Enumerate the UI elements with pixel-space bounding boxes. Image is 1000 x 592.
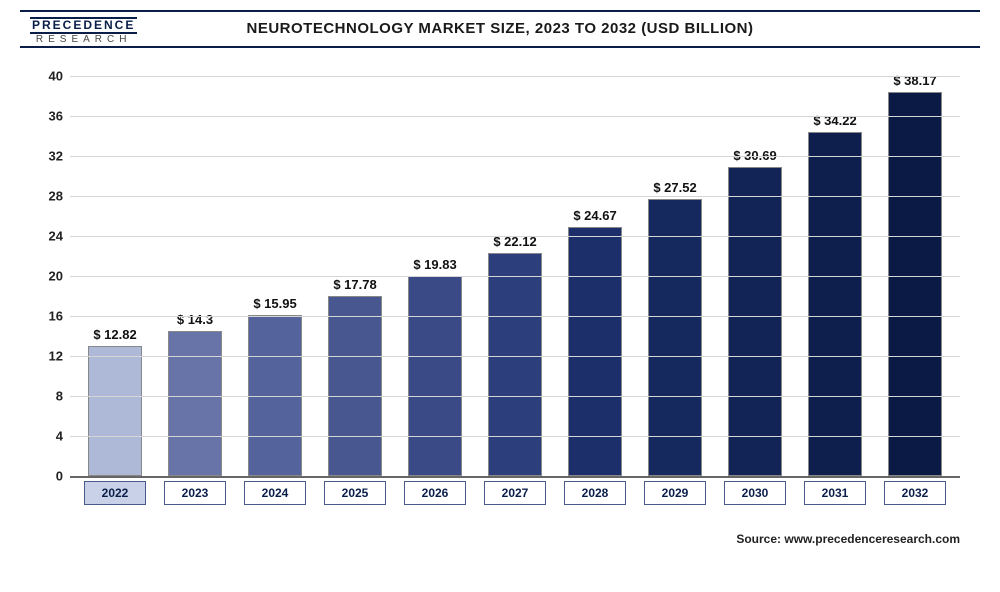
bar-value-label: $ 15.95 [253, 296, 296, 311]
grid-line [70, 76, 960, 77]
x-tick: 2023 [155, 481, 235, 505]
x-tick: 2022 [75, 481, 155, 505]
bar [168, 331, 222, 476]
bar-value-label: $ 24.67 [573, 208, 616, 223]
y-axis-tick: 36 [35, 109, 63, 124]
title-bar: PRECEDENCE RESEARCH NEUROTECHNOLOGY MARK… [20, 10, 980, 48]
logo-line-2: RESEARCH [30, 34, 137, 45]
x-tick-label: 2031 [804, 481, 866, 505]
bar-value-label: $ 27.52 [653, 180, 696, 195]
x-tick-label: 2029 [644, 481, 706, 505]
bar-value-label: $ 12.82 [93, 327, 136, 342]
x-tick-label: 2030 [724, 481, 786, 505]
bar-value-label: $ 14.3 [177, 312, 213, 327]
x-tick: 2027 [475, 481, 555, 505]
x-tick-label: 2032 [884, 481, 946, 505]
x-tick-label: 2026 [404, 481, 466, 505]
x-tick-label: 2025 [324, 481, 386, 505]
x-axis: 2022 2023 2024 2025 2026 2027 2028 2029 2030 2031… [70, 481, 960, 505]
bar [888, 92, 942, 476]
x-tick-label: 2028 [564, 481, 626, 505]
grid-line [70, 156, 960, 157]
y-axis-tick: 20 [35, 269, 63, 284]
y-axis-tick: 24 [35, 229, 63, 244]
chart-area: $ 12.82$ 14.3$ 15.95$ 17.78$ 19.83$ 22.1… [20, 56, 980, 526]
source-caption: Source: www.precedenceresearch.com [20, 532, 980, 546]
y-axis-tick: 8 [35, 389, 63, 404]
y-axis-tick: 16 [35, 309, 63, 324]
y-axis-tick: 28 [35, 189, 63, 204]
x-tick-label: 2024 [244, 481, 306, 505]
x-tick: 2024 [235, 481, 315, 505]
y-axis-tick: 40 [35, 69, 63, 84]
bar [88, 346, 142, 476]
grid-line [70, 356, 960, 357]
x-tick: 2026 [395, 481, 475, 505]
brand-logo: PRECEDENCE RESEARCH [30, 16, 137, 45]
x-tick: 2029 [635, 481, 715, 505]
y-axis-tick: 12 [35, 349, 63, 364]
chart-container: PRECEDENCE RESEARCH NEUROTECHNOLOGY MARK… [0, 0, 1000, 592]
x-tick: 2031 [795, 481, 875, 505]
plot-area: $ 12.82$ 14.3$ 15.95$ 17.78$ 19.83$ 22.1… [70, 76, 960, 478]
logo-line-1: PRECEDENCE [30, 17, 137, 34]
bar [488, 253, 542, 476]
grid-line [70, 316, 960, 317]
grid-line [70, 436, 960, 437]
x-tick: 2028 [555, 481, 635, 505]
bar-value-label: $ 17.78 [333, 277, 376, 292]
bar [808, 132, 862, 476]
x-tick: 2030 [715, 481, 795, 505]
grid-line [70, 196, 960, 197]
grid-line [70, 236, 960, 237]
x-tick: 2025 [315, 481, 395, 505]
chart-title: NEUROTECHNOLOGY MARKET SIZE, 2023 TO 203… [246, 20, 753, 37]
x-tick-label: 2022 [84, 481, 146, 505]
grid-line [70, 116, 960, 117]
bar [728, 167, 782, 476]
grid-line [70, 276, 960, 277]
bar [648, 199, 702, 476]
grid-line [70, 396, 960, 397]
bar [568, 227, 622, 476]
x-tick-label: 2027 [484, 481, 546, 505]
bar [328, 296, 382, 476]
bar-value-label: $ 19.83 [413, 257, 456, 272]
y-axis-tick: 0 [35, 469, 63, 484]
y-axis-tick: 4 [35, 429, 63, 444]
bar [408, 276, 462, 476]
x-tick-label: 2023 [164, 481, 226, 505]
x-tick: 2032 [875, 481, 955, 505]
y-axis-tick: 32 [35, 149, 63, 164]
